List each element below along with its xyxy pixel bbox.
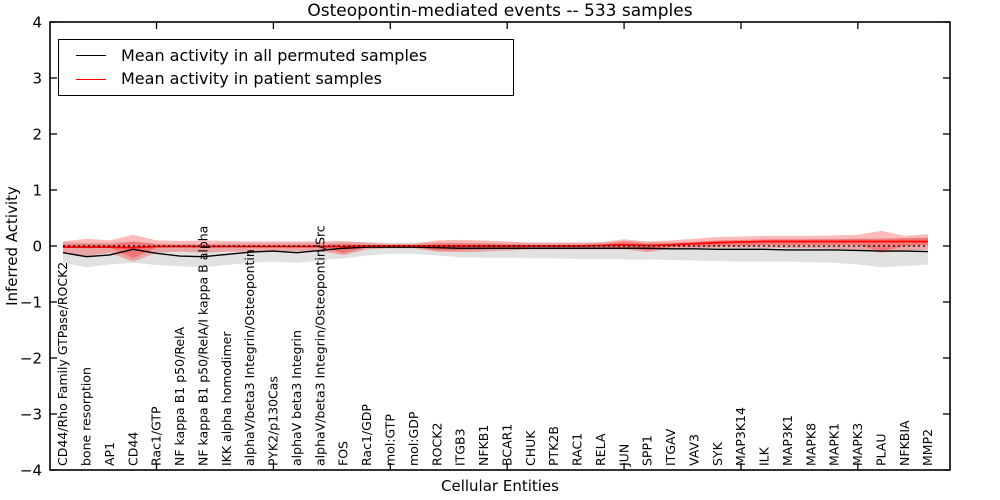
lines-layer (62, 240, 929, 258)
x-axis-ticks (155, 22, 859, 470)
category-label: VAV3 (686, 434, 701, 466)
category-label: Rac1/GTP (149, 406, 164, 466)
category-label: CD44/Rho Family GTPase/ROCK2 (55, 262, 70, 466)
y-tick-label: 2 (32, 126, 42, 144)
y-tick-label: 1 (32, 182, 42, 200)
y-tick-label: 0 (32, 238, 42, 256)
y-tick-label: −2 (20, 350, 42, 368)
chart-title: Osteopontin-mediated events -- 533 sampl… (307, 1, 693, 21)
category-label: alphaV/beta3 Integrin/Osteopontin/Src (312, 225, 327, 466)
category-label: ILK (757, 446, 772, 466)
category-label: FOS (336, 441, 351, 466)
y-tick-label: −3 (20, 406, 42, 424)
category-label: NF kappa B1 p50/RelA (172, 326, 187, 466)
category-label: MAP3K14 (733, 407, 748, 466)
legend: Mean activity in all permuted samples Me… (58, 39, 514, 96)
category-label: MAPK8 (803, 423, 818, 466)
category-label: ITGB3 (453, 428, 468, 466)
category-label: MAP3K1 (780, 415, 795, 466)
legend-item-permuted: Mean activity in all permuted samples (59, 45, 513, 65)
category-label: PYK2/p130Cas (266, 376, 281, 466)
legend-label: Mean activity in patient samples (121, 69, 382, 89)
category-label: alphaV/beta3 Integrin/Osteopontin (242, 249, 257, 466)
category-label: ROCK2 (429, 423, 444, 466)
category-label: bone resorption (79, 367, 94, 466)
category-label: SYK (710, 441, 725, 466)
legend-line-swatch-patient (76, 78, 106, 80)
category-label: PLAU (873, 434, 888, 467)
category-label: PTK2B (546, 426, 561, 466)
category-label: RAC1 (570, 433, 585, 466)
permuted-mean-line (62, 246, 929, 258)
patient-mean-line (63, 240, 928, 249)
category-label: MAPK1 (827, 423, 842, 466)
y-tick-label: 3 (32, 70, 42, 88)
category-label: RELA (593, 433, 608, 466)
legend-item-patient: Mean activity in patient samples (59, 71, 513, 87)
category-label: IKK alpha homodimer (219, 331, 234, 466)
x-axis-label: Cellular Entities (441, 477, 559, 495)
category-label: MMP2 (920, 429, 935, 466)
legend-label: Mean activity in all permuted samples (121, 45, 428, 65)
bands-layer (63, 230, 928, 268)
category-label: JUN (616, 444, 631, 467)
y-axis-ticks: −4 −3 −2 −1 0 1 2 3 4 (20, 14, 950, 480)
category-label: mol:GTP (382, 414, 397, 466)
category-label: Rac1/GDP (359, 404, 374, 466)
category-label: ITGAV (663, 428, 678, 466)
category-labels: CD44/Rho Family GTPase/ROCK2 bone resorpt… (55, 225, 935, 467)
category-label: CD44 (125, 432, 140, 466)
category-label: AP1 (102, 442, 117, 466)
category-label: CHUK (523, 430, 538, 466)
y-tick-label: −1 (20, 294, 42, 312)
y-tick-label: −4 (20, 462, 42, 480)
category-label: NFKB1 (476, 425, 491, 466)
category-label: alphaV beta3 Integrin (289, 330, 304, 466)
category-label: BCAR1 (499, 424, 514, 466)
category-label: NFKBIA (897, 420, 912, 466)
category-label: mol:GDP (406, 411, 421, 466)
category-label: SPP1 (640, 435, 655, 466)
permuted-range-band (63, 237, 928, 268)
category-label: NF kappa B1 p50/RelA/I kappa B alpha (195, 226, 210, 466)
y-tick-label: 4 (32, 14, 42, 32)
category-label: MAPK3 (850, 423, 865, 466)
legend-line-swatch-permuted (76, 55, 106, 57)
